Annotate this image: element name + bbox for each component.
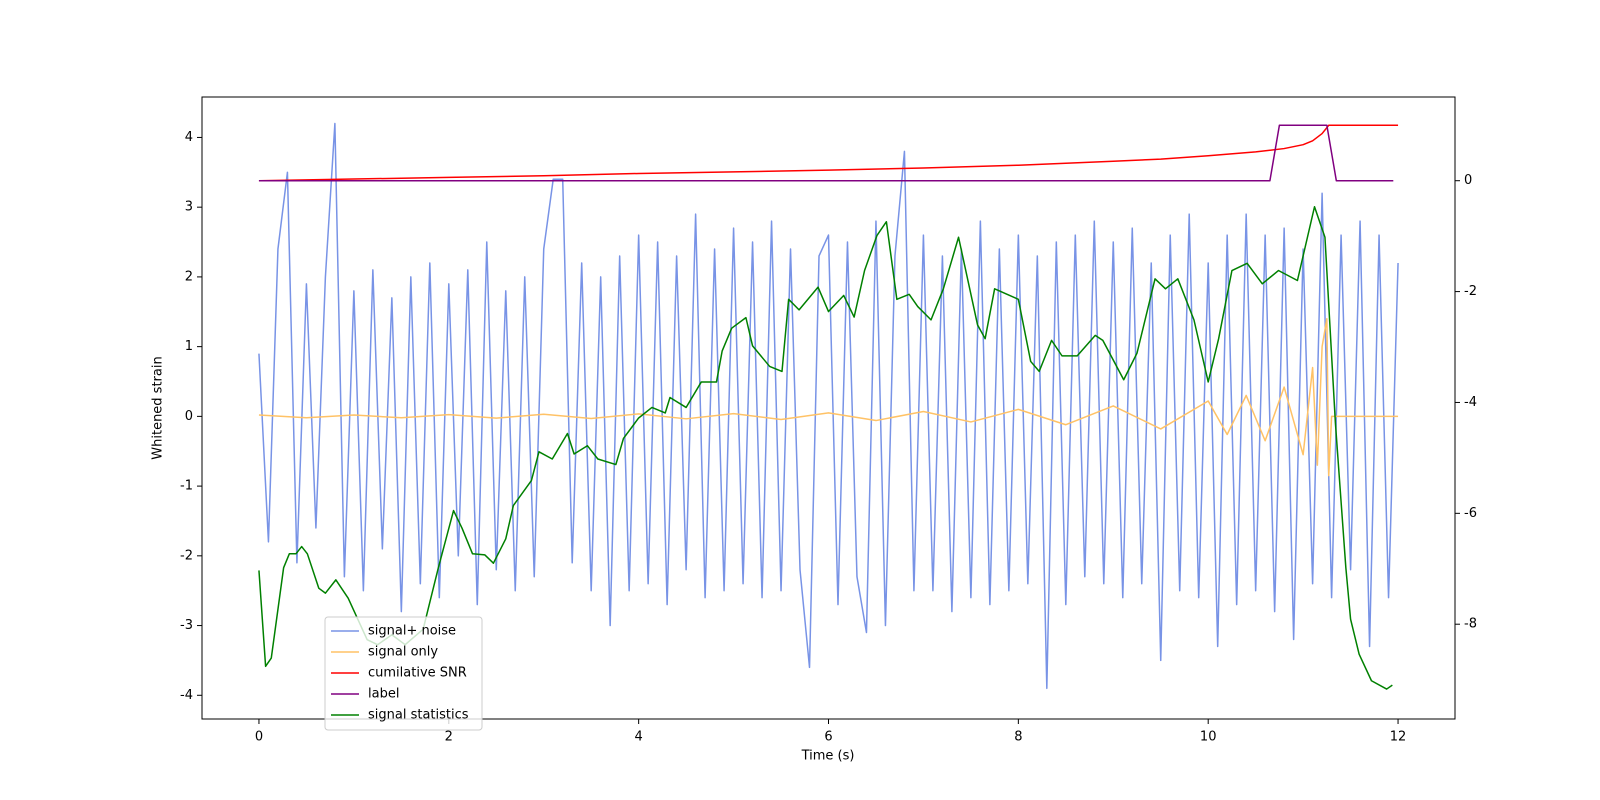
series-line xyxy=(258,317,1399,477)
y-tick-label: -4 xyxy=(180,688,193,703)
x-tick-label: 8 xyxy=(1014,730,1022,745)
x-tick-label: 10 xyxy=(1200,730,1217,745)
y2-tick-label: 0 xyxy=(1464,173,1472,188)
legend-label: signal+ noise xyxy=(368,624,456,639)
y2-tick-label: -8 xyxy=(1464,617,1477,632)
y2-tick-label: -6 xyxy=(1464,506,1477,521)
legend-box xyxy=(324,616,483,731)
legend: signal+ noise signal only cumilative SNR la… xyxy=(324,616,483,731)
y-tick-label: -2 xyxy=(180,548,193,563)
x-axis-label: Time (s) xyxy=(801,749,855,764)
legend-label: cumilative SNR xyxy=(368,666,467,681)
series-line xyxy=(258,122,1399,690)
x-tick-label: 6 xyxy=(824,730,832,745)
y-tick-label: 1 xyxy=(185,339,193,354)
x-tick-label: 0 xyxy=(255,730,263,745)
y-tick-label: 2 xyxy=(185,269,193,284)
x-tick-label: 2 xyxy=(445,730,453,745)
y-axis-label: Whitened strain xyxy=(151,356,166,459)
x-tick-label: 12 xyxy=(1390,730,1407,745)
y-tick-label: 0 xyxy=(185,409,193,424)
y2-tick-label: -4 xyxy=(1464,395,1477,410)
series-line xyxy=(258,124,1399,182)
x-tick-label: 4 xyxy=(635,730,643,745)
y-tick-label: -3 xyxy=(180,618,193,633)
legend-label: signal statistics xyxy=(368,708,469,723)
legend-label: label xyxy=(368,687,399,702)
y-tick-label: 3 xyxy=(185,200,193,215)
legend-label: signal only xyxy=(368,645,438,660)
y2-tick-label: -2 xyxy=(1464,284,1477,299)
series-line xyxy=(258,124,1394,182)
y-tick-label: 4 xyxy=(185,130,193,145)
y-tick-label: -1 xyxy=(180,479,193,494)
